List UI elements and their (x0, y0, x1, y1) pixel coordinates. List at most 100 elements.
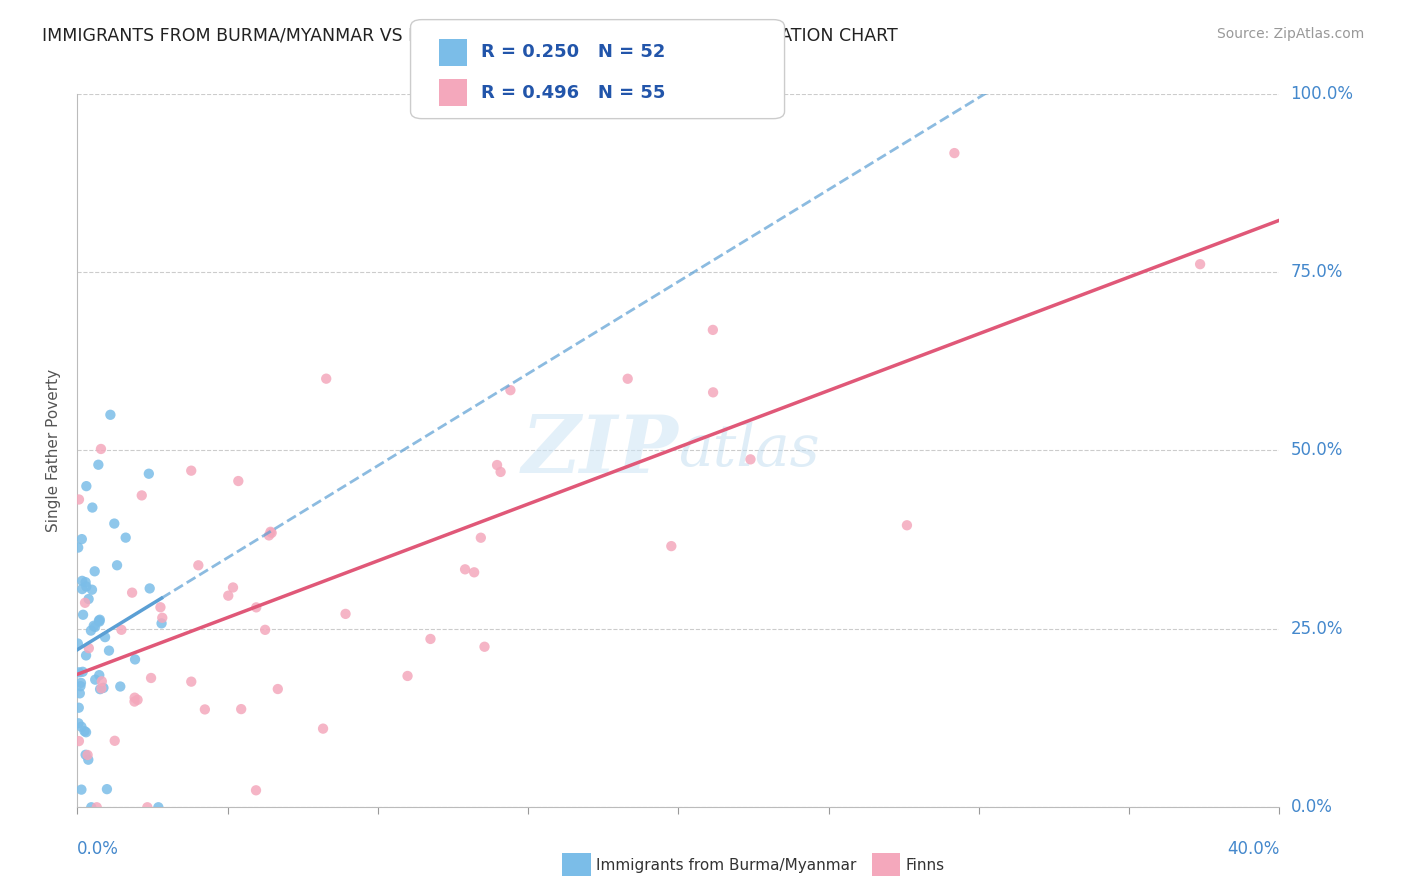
Point (80, 582, 103, 597)
Y-axis label: Single Father Poverty: Single Father Poverty (46, 369, 62, 532)
Text: Source: ZipAtlas.com: Source: ZipAtlas.com (1216, 27, 1364, 41)
Point (702, 385, 724, 400)
Point (470, 531, 492, 545)
Point (740, 452, 762, 467)
Point (75, 747, 97, 762)
Point (77, 592, 100, 607)
Point (267, 681, 290, 696)
Text: 75.0%: 75.0% (1291, 263, 1343, 281)
Point (896, 518, 918, 533)
Point (67, 716, 90, 731)
Point (93, 681, 115, 695)
Point (80, 624, 103, 638)
Point (89, 615, 111, 629)
Text: atlas: atlas (679, 422, 820, 479)
Text: R = 0.496   N = 55: R = 0.496 N = 55 (481, 84, 665, 102)
Point (486, 458, 509, 472)
Text: 0.0%: 0.0% (77, 840, 120, 858)
Point (80, 800, 103, 814)
Text: 25.0%: 25.0% (1291, 620, 1343, 638)
Point (702, 323, 724, 337)
Text: 0.0%: 0.0% (1291, 798, 1333, 816)
Point (67, 734, 90, 748)
Point (259, 524, 281, 539)
Point (87, 614, 110, 628)
Point (943, 146, 966, 161)
Point (70, 532, 93, 546)
Point (222, 581, 245, 595)
Point (75, 575, 97, 590)
Point (73, 724, 96, 739)
Point (150, 611, 173, 625)
Point (114, 531, 136, 545)
Text: R = 0.250   N = 52: R = 0.250 N = 52 (481, 43, 665, 62)
Point (254, 623, 277, 637)
Point (110, 623, 132, 637)
Point (69, 686, 91, 700)
Point (84, 673, 107, 687)
Point (139, 671, 162, 685)
Point (77, 641, 100, 656)
Point (194, 702, 217, 716)
Point (489, 465, 512, 479)
Point (180, 464, 202, 478)
Point (75, 580, 97, 594)
Point (83, 619, 105, 633)
Point (187, 558, 209, 573)
Point (83, 564, 105, 578)
Point (69, 679, 91, 693)
Point (245, 600, 267, 615)
Point (226, 474, 249, 488)
Point (67, 665, 90, 680)
Point (335, 607, 357, 621)
Point (231, 702, 253, 716)
Point (103, 516, 125, 531)
Point (70, 782, 93, 797)
Text: IMMIGRANTS FROM BURMA/MYANMAR VS FINNISH SINGLE FATHER POVERTY CORRELATION CHART: IMMIGRANTS FROM BURMA/MYANMAR VS FINNISH… (42, 27, 898, 45)
Point (67, 700, 90, 714)
Point (148, 800, 170, 814)
Point (72, 607, 94, 622)
Point (89, 668, 111, 682)
Point (315, 372, 337, 386)
Point (67, 492, 90, 507)
Point (100, 408, 122, 422)
Point (499, 383, 522, 397)
Point (75, 479, 97, 493)
Point (89, 682, 111, 697)
Point (90, 681, 112, 696)
Point (124, 652, 146, 666)
Point (98, 643, 121, 657)
Text: Finns: Finns (905, 858, 945, 872)
Point (149, 600, 172, 615)
Point (124, 695, 146, 709)
Point (77, 753, 100, 767)
Point (419, 632, 441, 646)
Point (217, 589, 239, 603)
Point (105, 558, 128, 573)
Point (90, 674, 112, 689)
Point (124, 690, 146, 705)
Point (136, 800, 159, 814)
Point (70, 582, 93, 596)
Point (659, 539, 682, 553)
Point (70, 676, 93, 690)
Text: 50.0%: 50.0% (1291, 442, 1343, 459)
Text: Immigrants from Burma/Myanmar: Immigrants from Burma/Myanmar (596, 858, 856, 872)
Point (89, 613, 111, 627)
Point (96, 782, 118, 797)
Text: ZIP: ZIP (522, 412, 679, 489)
Point (73, 596, 96, 610)
Point (86, 800, 108, 814)
Point (70, 720, 93, 734)
Point (127, 693, 149, 707)
Point (474, 640, 496, 654)
Point (82, 500, 104, 515)
Point (180, 674, 202, 689)
Point (1189, 257, 1212, 271)
Point (66, 636, 89, 650)
Point (131, 488, 153, 502)
Point (150, 616, 173, 631)
Text: 40.0%: 40.0% (1227, 840, 1279, 858)
Point (75, 725, 97, 739)
